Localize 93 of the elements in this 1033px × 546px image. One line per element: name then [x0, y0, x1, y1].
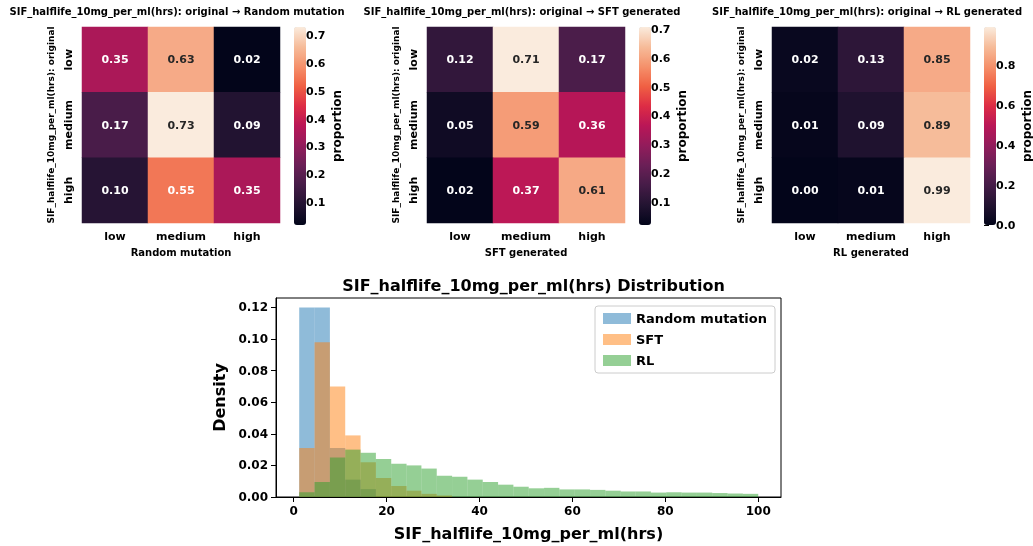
x-tick-label: low: [794, 230, 816, 243]
y-axis-title: SIF_halflife_10mg_per_ml(hrs): original: [45, 26, 56, 224]
data-label: 0.00: [791, 183, 819, 197]
color-bar-label: 0.2: [651, 166, 671, 180]
data-label: 0.01: [791, 118, 819, 132]
y-tick-label: low: [407, 48, 420, 71]
data-label: 0.35: [233, 183, 261, 197]
color-bar-label: 0.7: [651, 23, 671, 37]
data-label: 0.61: [578, 183, 606, 197]
x-tick-label: low: [449, 230, 471, 243]
x-tick-label: medium: [501, 230, 551, 243]
x-axis-title: SFT generated: [484, 246, 568, 258]
chart-title: SIF_halflife_10mg_per_ml(hrs) Distribution: [342, 275, 725, 295]
x-tick-label: high: [923, 230, 951, 243]
y-axis-title: SIF_halflife_10mg_per_ml(hrs): original: [390, 26, 401, 224]
data-label: 0.99: [923, 183, 951, 197]
data-label: 0.71: [512, 53, 540, 67]
color-bar-title: proportion: [1020, 89, 1033, 163]
y-tick-label: medium: [752, 100, 765, 150]
color-bar-label: 0.3: [306, 140, 326, 154]
data-label: 0.13: [857, 53, 885, 67]
x-tick-label: 0: [289, 504, 298, 518]
color-bar-label: 0.1: [651, 195, 671, 209]
y-tick-label: 0.02: [238, 458, 268, 473]
x-tick-label: low: [104, 230, 126, 243]
color-bar-title: proportion: [330, 89, 344, 163]
y-tick-label: 0.08: [238, 363, 268, 378]
data-label: 0.10: [101, 183, 129, 197]
x-tick-label: medium: [156, 230, 206, 243]
data-label: 0.17: [578, 53, 606, 67]
data-label: 0.73: [167, 118, 195, 132]
y-tick-label: 0.12: [238, 300, 268, 315]
x-tick-label: 80: [656, 504, 674, 518]
y-tick-label: medium: [407, 100, 420, 150]
color-bar-label: 0.7: [306, 28, 326, 42]
chart-title: SIF_halflife_10mg_per_ml(hrs): original → SFT generated: [363, 5, 681, 18]
x-tick-label: 20: [378, 504, 395, 518]
data-label: 0.63: [167, 53, 195, 67]
color-bar-label: 0.2: [306, 168, 326, 182]
color-bar-label: 0.1: [306, 196, 326, 210]
data-label: 0.85: [923, 53, 951, 67]
color-bar-label: 0.3: [651, 138, 671, 152]
x-axis-title: RL generated: [833, 246, 909, 258]
y-tick-label: 0.04: [238, 426, 268, 441]
color-bar-label: 0.0: [996, 218, 1016, 232]
data-label: 0.05: [446, 118, 474, 132]
data-label: 0.02: [446, 183, 474, 197]
y-tick-label: medium: [62, 100, 75, 150]
y-axis-title: Density: [209, 362, 229, 432]
y-tick-label: low: [752, 48, 765, 71]
data-label: 0.35: [101, 53, 129, 67]
y-axis-title: SIF_halflife_10mg_per_ml(hrs): original: [735, 26, 746, 224]
color-bar-label: 0.6: [996, 98, 1016, 112]
x-tick-label: medium: [846, 230, 896, 243]
x-tick-label: high: [578, 230, 606, 243]
y-tick-label: 0.00: [238, 490, 268, 504]
y-tick-label: 0.10: [238, 332, 268, 347]
color-bar-label: 0.4: [651, 109, 671, 123]
y-tick-label: 0.06: [238, 395, 268, 410]
x-axis-title: Random mutation: [130, 246, 232, 258]
legend-label: Random mutation: [636, 311, 768, 326]
legend-label: SFT: [636, 332, 664, 347]
data-label: 0.37: [512, 183, 540, 197]
y-tick-label: low: [62, 48, 75, 71]
color-bar-label: 0.4: [306, 112, 326, 126]
legend-label: RL: [636, 353, 655, 368]
color-bar-label: 0.6: [306, 56, 326, 70]
y-tick-label: high: [62, 176, 75, 204]
color-bar-label: 0.8: [996, 58, 1016, 72]
x-tick-label: 100: [745, 504, 771, 518]
data-label: 0.17: [101, 118, 129, 132]
data-label: 0.89: [923, 118, 951, 132]
data-label: 0.36: [578, 118, 606, 132]
y-tick-label: high: [752, 176, 765, 204]
x-tick-label: 40: [471, 504, 488, 518]
data-label: 0.02: [791, 53, 819, 67]
color-bar-label: 0.5: [306, 84, 326, 98]
color-bar-label: 0.6: [651, 52, 671, 66]
data-label: 0.09: [857, 118, 885, 132]
chart-title: SIF_halflife_10mg_per_ml(hrs): original → RL generated: [711, 5, 1023, 18]
color-bar-title: proportion: [675, 89, 689, 163]
data-label: 0.09: [233, 118, 261, 132]
data-label: 0.12: [446, 53, 474, 67]
color-bar-label: 0.4: [996, 138, 1016, 152]
y-tick-label: high: [407, 176, 420, 204]
color-bar-label: 0.2: [996, 178, 1016, 192]
x-axis-title: SIF_halflife_10mg_per_ml(hrs): [393, 523, 664, 543]
data-label: 0.59: [512, 118, 540, 132]
color-bar-label: 0.5: [651, 80, 671, 94]
data-label: 0.01: [857, 183, 885, 197]
chart-title: SIF_halflife_10mg_per_ml(hrs): original → Random mutation: [9, 5, 345, 18]
data-label: 0.55: [167, 183, 195, 197]
x-tick-label: 60: [564, 504, 581, 518]
